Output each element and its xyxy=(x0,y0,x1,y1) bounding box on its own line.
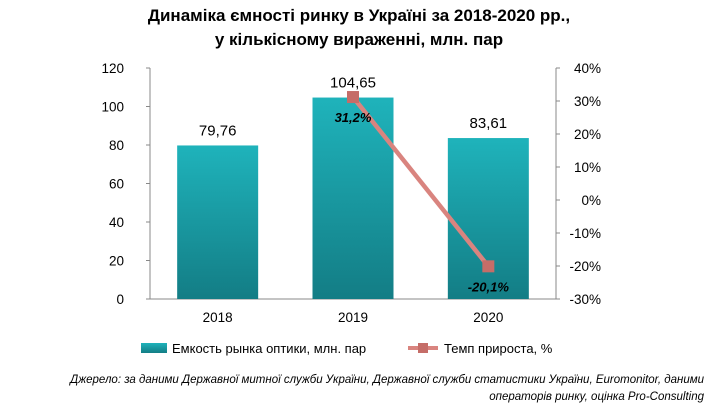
source-note-line-2: операторів ринку, оцінка Pro-Consulting xyxy=(489,391,704,403)
right-tick-label: 0% xyxy=(581,193,601,208)
left-axis-ticks: 0 20 40 60 80 100 120 xyxy=(101,61,150,307)
bar-value-label: 79,76 xyxy=(199,122,237,139)
bar xyxy=(312,97,394,299)
left-tick-label: 120 xyxy=(101,61,124,76)
left-tick-label: 40 xyxy=(109,215,124,230)
right-tick-label: 10% xyxy=(574,160,601,175)
right-tick-label: 40% xyxy=(574,61,601,76)
growth-value-label: -20,1% xyxy=(468,279,510,294)
legend-label-bar: Емкость рынка оптики, млн. пар xyxy=(172,341,366,356)
growth-marker xyxy=(482,260,495,273)
x-tick-label: 2019 xyxy=(338,310,368,325)
left-tick-label: 100 xyxy=(101,100,124,115)
growth-line xyxy=(351,95,491,268)
legend: Емкость рынка оптики, млн. пар Темп прир… xyxy=(141,341,553,356)
source-note-line-1: Джерело: за даними Державної митної служ… xyxy=(70,374,704,386)
bar xyxy=(177,145,259,299)
legend-swatch-bar xyxy=(141,343,167,353)
bar xyxy=(447,138,529,299)
bar-value-label: 104,65 xyxy=(330,75,376,92)
bar-series: 79,76 104,65 83,61 xyxy=(177,75,529,299)
right-tick-label: 30% xyxy=(574,94,601,109)
bar-value-label: 83,61 xyxy=(470,115,508,132)
right-tick-label: -10% xyxy=(569,226,601,241)
right-tick-label: 20% xyxy=(574,127,601,142)
growth-value-label: 31,2% xyxy=(335,110,372,125)
source-note: Джерело: за даними Державної митної служ… xyxy=(14,372,704,406)
legend-label-line: Темп прироста, % xyxy=(444,341,553,356)
left-tick-label: 0 xyxy=(116,292,124,307)
legend-swatch-marker xyxy=(418,343,428,353)
x-tick-label: 2020 xyxy=(473,310,503,325)
chart-title: Динаміка ємності ринку в Україні за 2018… xyxy=(0,4,718,52)
right-tick-label: -20% xyxy=(569,259,601,274)
x-axis-ticks: 2018 2019 2020 xyxy=(203,310,504,325)
left-tick-label: 60 xyxy=(109,177,124,192)
left-tick-label: 80 xyxy=(109,138,124,153)
right-tick-label: -30% xyxy=(569,292,601,307)
chart-title-line-1: Динаміка ємності ринку в Україні за 2018… xyxy=(147,6,571,25)
right-axis-ticks: -30% -20% -10% 0% 10% 20% 30% 40% xyxy=(556,61,601,307)
chart-title-line-2: у кількісному вираженні, млн. пар xyxy=(214,30,504,49)
line-series: 31,2% -20,1% xyxy=(335,91,510,294)
growth-marker xyxy=(347,91,359,104)
left-tick-label: 20 xyxy=(109,254,124,269)
x-tick-label: 2018 xyxy=(203,310,233,325)
